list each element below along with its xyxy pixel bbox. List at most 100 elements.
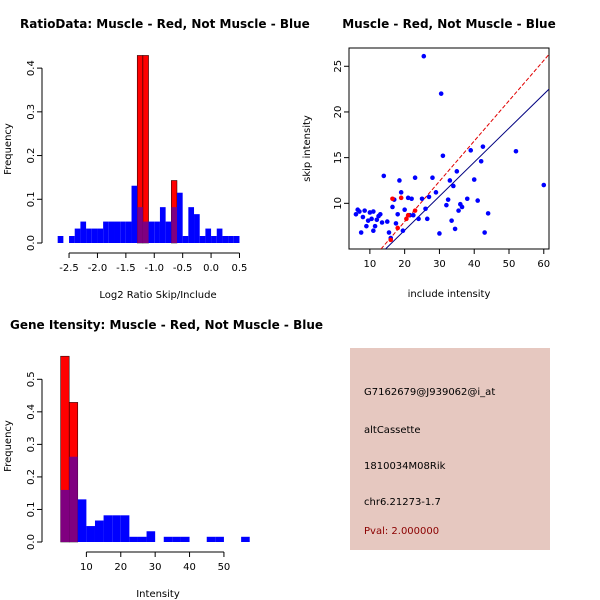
x-tick-label: 50 (218, 562, 231, 573)
histogram-bar-not-muscle (86, 228, 92, 243)
scatter-point-not-muscle (381, 173, 387, 179)
scatter-point-not-muscle (464, 196, 470, 202)
fit-line-not-muscle (385, 88, 549, 249)
scatter-point-not-muscle (438, 91, 444, 96)
scatter-point-not-muscle (369, 216, 374, 222)
x-axis-title: include intensity (408, 289, 491, 300)
scatter-point-not-muscle (395, 211, 400, 217)
scatter-point-not-muscle (397, 178, 402, 183)
y-tick-label: 0.0 (26, 534, 37, 550)
plot-frame (348, 47, 550, 250)
histogram-bar-not-muscle (146, 531, 156, 542)
scatter-point-not-muscle (421, 53, 427, 59)
x-tick-label: 20 (114, 562, 127, 573)
histogram-bar-not-muscle (108, 221, 115, 243)
histogram-bar-not-muscle (131, 185, 138, 243)
histogram-bar-not-muscle (137, 536, 147, 542)
scatter-point-not-muscle (456, 208, 461, 213)
histogram-bar-not-muscle (216, 228, 223, 243)
info-probe-id: G7162679@J939062@i_at (364, 387, 496, 398)
scatter-point-not-muscle (367, 210, 373, 215)
scatter-point-not-muscle (357, 209, 362, 214)
info-location: chr6.21273-1.7 (364, 497, 441, 508)
scatter-point-not-muscle (353, 211, 359, 217)
scatter-point-not-muscle (379, 220, 385, 225)
info-panel-background (350, 348, 550, 550)
histogram-bar-not-muscle (233, 236, 240, 243)
x-tick-label: 10 (364, 259, 377, 270)
histogram-bar-not-muscle (77, 499, 87, 542)
histogram-bar-not-muscle (103, 515, 113, 542)
histogram-bar-not-muscle (176, 192, 183, 243)
x-tick-label: 40 (468, 259, 481, 270)
histogram-bar-not-muscle (91, 228, 98, 243)
x-tick-label: 20 (398, 259, 411, 270)
scatter-point-not-muscle (444, 202, 449, 208)
scatter-point-muscle (388, 237, 394, 243)
scatter-point-not-muscle (371, 228, 376, 234)
x-axis-title: Intensity (136, 589, 180, 600)
y-tick-label: 0.1 (26, 191, 37, 207)
histogram-bar-not-muscle (206, 536, 216, 542)
histogram-bar-not-muscle (94, 520, 104, 542)
scatter-point-not-muscle (482, 230, 487, 235)
info-event-type: altCassette (364, 425, 421, 436)
scatter-point-muscle (395, 225, 400, 231)
x-axis-title: Log2 Ratio Skip/Include (99, 290, 216, 301)
x-tick-label: -2.0 (88, 263, 108, 274)
scatter-point-not-muscle (475, 198, 480, 203)
histogram-bar-not-muscle (172, 536, 181, 542)
y-tick-label: 25 (333, 60, 344, 73)
scatter-point-not-muscle (478, 158, 484, 164)
y-tick-label: 20 (333, 106, 344, 119)
scatter-point-muscle (390, 196, 395, 202)
scatter-point-not-muscle (468, 148, 474, 153)
scatter-point-not-muscle (365, 218, 371, 223)
histogram-bar-not-muscle (129, 536, 138, 542)
scatter-point-not-muscle (400, 228, 406, 234)
histogram-bar-not-muscle (148, 221, 155, 243)
scatter-point-not-muscle (419, 196, 425, 202)
scatter-point-not-muscle (426, 194, 432, 200)
histogram-bar-overlap (142, 221, 149, 243)
scatter-point-not-muscle (480, 144, 486, 149)
y-tick-label: 15 (333, 151, 344, 164)
histogram-bar-not-muscle (188, 207, 195, 243)
histogram-bar-not-muscle (205, 228, 212, 243)
histogram-bar-overlap (171, 207, 177, 243)
y-axis-title: Frequency (3, 420, 14, 472)
histogram-bar-muscle (142, 55, 149, 244)
histogram-bar-not-muscle (228, 236, 234, 243)
scatter-point-not-muscle (433, 190, 439, 195)
scatter-point-not-muscle (372, 223, 378, 229)
x-tick-label: -1.5 (116, 263, 136, 274)
histogram-bar-not-muscle (159, 207, 166, 243)
scatter-point-not-muscle (405, 195, 411, 201)
scatter-point-not-muscle (451, 183, 456, 189)
histogram-bar-not-muscle (241, 536, 250, 542)
histogram-bar-not-muscle (165, 221, 172, 243)
info-gene-name: 1810034M08Rik (364, 461, 446, 472)
scatter-point-not-muscle (412, 175, 418, 181)
scatter-point-not-muscle (471, 177, 477, 182)
y-tick-label: 0.3 (26, 104, 37, 120)
y-tick-label: 0.2 (26, 469, 37, 485)
scatter-point-not-muscle (360, 214, 366, 220)
histogram-bar-not-muscle (125, 221, 132, 243)
x-tick-label: 30 (149, 562, 162, 573)
y-tick-label: 0.5 (26, 371, 37, 387)
histogram-bar-not-muscle (69, 236, 75, 243)
histogram-bar-not-muscle (114, 221, 121, 243)
histogram-bar-not-muscle (112, 515, 121, 542)
scatter-point-not-muscle (374, 217, 380, 223)
scatter-point-not-muscle (416, 216, 421, 222)
scatter-point-not-muscle (390, 204, 395, 210)
y-tick-label: 0.4 (26, 60, 37, 76)
histogram-bar-overlap (137, 207, 143, 243)
x-tick-label: 50 (503, 259, 516, 270)
histogram-bar-overlap (69, 456, 78, 542)
scatter-point-not-muscle (513, 148, 519, 154)
y-axis-title: Frequency (3, 123, 14, 175)
chart-title: Gene Itensity: Muscle - Red, Not Muscle … (10, 318, 323, 332)
